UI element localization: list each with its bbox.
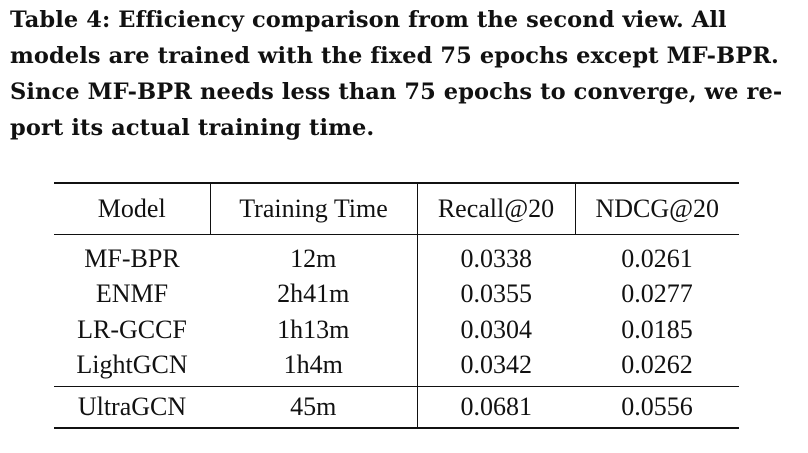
cell-recall: 0.0342	[460, 350, 533, 380]
table-row: LightGCN 1h4m 0.0342 0.0262	[54, 347, 739, 387]
cell-recall: 0.0338	[460, 243, 533, 273]
cell-training-time: 2h41m	[210, 276, 418, 312]
header-recall: Recall@20	[417, 183, 576, 235]
table-caption: Table 4: Efficiency comparison from the …	[10, 2, 800, 146]
caption-line: port its actual training time.	[10, 115, 375, 141]
cell-ndcg: 0.0185	[621, 314, 693, 344]
table-row: ENMF 2h41m 0.0355 0.0277	[54, 276, 739, 312]
cell-recall: 0.0304	[460, 314, 533, 344]
cell-recall: 0.0355	[460, 279, 533, 309]
header-ndcg: NDCG@20	[595, 194, 720, 223]
cell-recall: 0.0681	[460, 392, 533, 421]
cell-model: MF-BPR	[84, 243, 180, 273]
table-row-highlight: UltraGCN 45m 0.0681 0.0556	[54, 386, 739, 428]
cell-ndcg: 0.0277	[621, 279, 693, 309]
table-row: MF-BPR 12m 0.0338 0.0261	[54, 234, 739, 277]
cell-training-time: 45m	[210, 386, 418, 428]
cell-model: ENMF	[95, 279, 169, 309]
cell-model: LightGCN	[76, 350, 188, 380]
cell-ndcg: 0.0262	[621, 350, 693, 380]
header-training-time: Training Time	[210, 183, 418, 235]
efficiency-table: Model Training Time Recall@20 NDCG@20 MF…	[54, 182, 739, 429]
caption-line: models are trained with the fixed 75 epo…	[10, 43, 779, 69]
cell-training-time: 1h13m	[210, 312, 418, 348]
cell-ndcg: 0.0261	[621, 243, 693, 273]
cell-training-time: 12m	[210, 234, 418, 277]
caption-line: Since MF-BPR needs less than 75 epochs t…	[10, 79, 783, 105]
cell-model: LR-GCCF	[77, 314, 187, 344]
table-header-row: Model Training Time Recall@20 NDCG@20	[54, 183, 739, 235]
cell-training-time: 1h4m	[210, 347, 418, 387]
caption-line: Table 4: Efficiency comparison from the …	[10, 7, 727, 33]
cell-ndcg: 0.0556	[621, 392, 693, 421]
header-model: Model	[54, 183, 211, 235]
cell-model: UltraGCN	[77, 392, 187, 421]
table-row: LR-GCCF 1h13m 0.0304 0.0185	[54, 312, 739, 348]
